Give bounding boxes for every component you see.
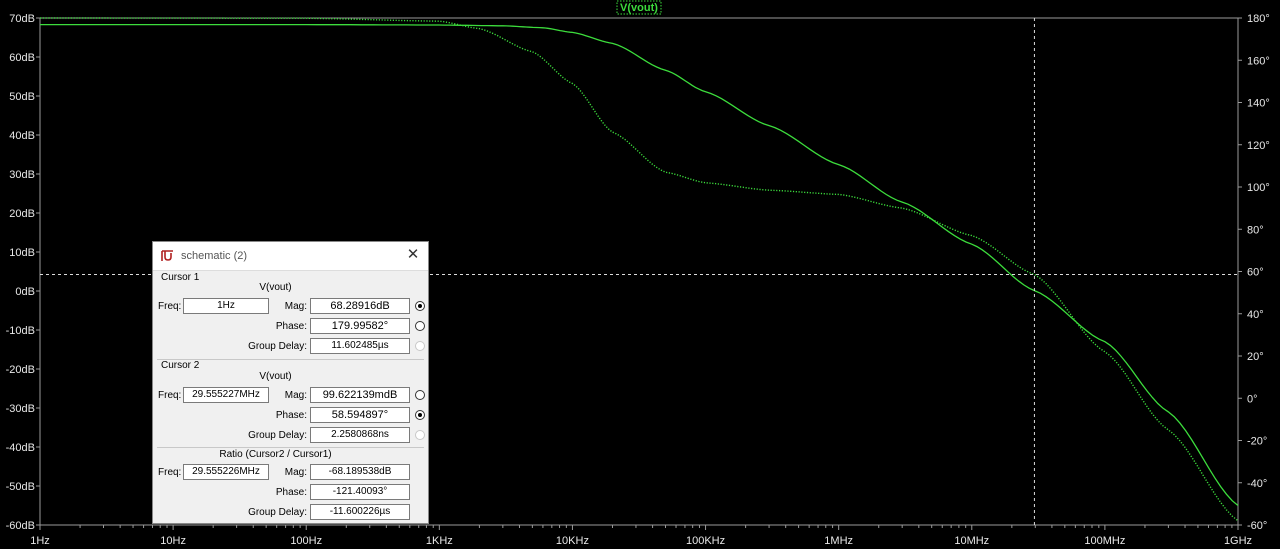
cursor2-freq-field[interactable]: 29.555227MHz	[183, 387, 269, 403]
y-right-tick-label: 180°	[1247, 13, 1270, 25]
ratio-gd-label: Group Delay:	[248, 507, 307, 518]
ratio-freq-label: Freq:	[158, 467, 182, 478]
y-left-tick-label: -30dB	[6, 403, 35, 415]
dialog-title: schematic (2)	[181, 250, 248, 262]
dialog-titlebar[interactable]: schematic (2) ✕	[153, 242, 428, 271]
y-right-tick-label: 120°	[1247, 140, 1270, 152]
y-right-tick-label: 80°	[1247, 224, 1264, 236]
y-right-tick-label: 60°	[1247, 267, 1264, 279]
cursor2-phase-radio[interactable]	[415, 410, 425, 420]
cursor2-mag-field[interactable]: 99.622139mdB	[310, 387, 410, 403]
cursor1-mag-radio[interactable]	[415, 301, 425, 311]
y-left-tick-label: -50dB	[6, 481, 35, 493]
cursor1-mag-field[interactable]: 68.28916dB	[310, 298, 410, 314]
cursor1-gd-radio	[415, 341, 425, 351]
trace-title: V(vout)	[620, 2, 658, 14]
x-tick-label: 100Hz	[290, 535, 322, 547]
ratio-phase-label: Phase:	[275, 487, 307, 498]
y-right-tick-label: 140°	[1247, 98, 1270, 110]
x-tick-label: 1KHz	[426, 535, 453, 547]
cursor2-mag-label: Mag:	[284, 390, 307, 401]
y-left-tick-label: 20dB	[9, 208, 35, 220]
ratio-freq-field: 29.555226MHz	[183, 464, 269, 480]
y-left-tick-label: -10dB	[6, 325, 35, 337]
y-right-tick-label: 160°	[1247, 55, 1270, 67]
y-right-tick-label: 20°	[1247, 351, 1264, 363]
cursor1-phase-label: Phase:	[275, 321, 307, 332]
divider	[157, 447, 424, 448]
ratio-gd-field: -11.600226µs	[310, 504, 410, 520]
cursor1-freq-field[interactable]: 1Hz	[183, 298, 269, 314]
y-left-tick-label: 40dB	[9, 130, 35, 142]
cursor1-freq-label: Freq:	[158, 301, 182, 312]
y-right-tick-label: -40°	[1247, 478, 1267, 490]
y-left-tick-label: 70dB	[9, 13, 35, 25]
ratio-label: Ratio (Cursor2 / Cursor1)	[219, 449, 332, 460]
y-left-tick-label: 60dB	[9, 52, 35, 64]
x-tick-label: 10MHz	[954, 535, 989, 547]
x-tick-label: 100MHz	[1084, 535, 1125, 547]
cursor2-gd-label: Group Delay:	[248, 430, 307, 441]
cursor1-mag-label: Mag:	[284, 301, 307, 312]
y-right-tick-label: -20°	[1247, 436, 1267, 448]
cursor2-mag-radio[interactable]	[415, 390, 425, 400]
magnitude-curve	[40, 23, 1239, 507]
cursor1-row-mag: Freq: 1Hz Mag: 68.28916dB	[153, 297, 428, 317]
ratio-mag-label: Mag:	[284, 467, 307, 478]
y-left-tick-label: -40dB	[6, 442, 35, 454]
x-tick-label: 10Hz	[160, 535, 186, 547]
y-left-tick-label: 50dB	[9, 91, 35, 103]
ratio-phase-field: -121.40093°	[310, 484, 410, 500]
cursor1-row-gd: Group Delay: 11.602485µs	[153, 337, 428, 357]
ratio-row-phase: Phase: -121.40093°	[153, 483, 428, 503]
divider	[157, 359, 424, 360]
phase-curve	[40, 17, 1239, 522]
cursor2-label: Cursor 2	[161, 360, 200, 371]
ratio-row-gd: Group Delay: -11.600226µs	[153, 503, 428, 523]
ratio-mag-field: -68.189538dB	[310, 464, 410, 480]
x-tick-label: 1GHz	[1224, 535, 1252, 547]
y-left-tick-label: -20dB	[6, 364, 35, 376]
cursor1-gd-label: Group Delay:	[248, 341, 307, 352]
cursor1-row-phase: Phase: 179.99582°	[153, 317, 428, 337]
cursor2-row-mag: Freq: 29.555227MHz Mag: 99.622139mdB	[153, 386, 428, 406]
y-right-tick-label: 40°	[1247, 309, 1264, 321]
x-tick-label: 100KHz	[686, 535, 725, 547]
cursor2-phase-label: Phase:	[275, 410, 307, 421]
y-left-tick-label: 30dB	[9, 169, 35, 181]
close-icon[interactable]: ✕	[406, 246, 420, 263]
y-right-tick-label: 0°	[1247, 393, 1258, 405]
y-left-tick-label: -60dB	[6, 520, 35, 532]
ltspice-icon	[161, 250, 173, 261]
x-tick-label: 1MHz	[824, 535, 853, 547]
cursor1-trace: V(vout)	[259, 282, 292, 293]
x-tick-label: 10KHz	[556, 535, 589, 547]
y-left-tick-label: 0dB	[15, 286, 35, 298]
cursor1-label: Cursor 1	[161, 272, 200, 283]
y-left-tick-label: 10dB	[9, 247, 35, 259]
cursor1-gd-field[interactable]: 11.602485µs	[310, 338, 410, 354]
y-right-tick-label: 100°	[1247, 182, 1270, 194]
x-tick-label: 1Hz	[30, 535, 50, 547]
trace-title-box	[616, 0, 662, 15]
cursor2-row-phase: Phase: 58.594897°	[153, 406, 428, 426]
cursor2-gd-field[interactable]: 2.2580868ns	[310, 427, 410, 443]
y-right-tick-label: -60°	[1247, 520, 1267, 532]
cursor2-gd-radio	[415, 430, 425, 440]
cursor-dialog[interactable]: schematic (2) ✕ Cursor 1 V(vout) Freq: 1…	[152, 241, 429, 524]
ratio-row-mag: Freq: 29.555226MHz Mag: -68.189538dB	[153, 463, 428, 483]
cursor2-freq-label: Freq:	[158, 390, 182, 401]
cursor1-phase-field[interactable]: 179.99582°	[310, 318, 410, 334]
cursor1-phase-radio[interactable]	[415, 321, 425, 331]
cursor2-row-gd: Group Delay: 2.2580868ns	[153, 426, 428, 446]
cursor2-phase-field[interactable]: 58.594897°	[310, 407, 410, 423]
cursor2-trace: V(vout)	[259, 371, 292, 382]
